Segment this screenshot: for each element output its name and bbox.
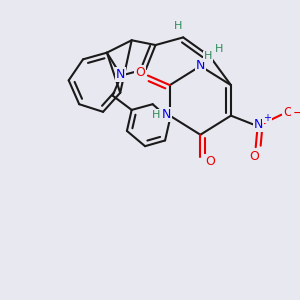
Text: H: H (174, 21, 183, 31)
Text: H: H (215, 44, 224, 54)
Text: N: N (116, 68, 125, 81)
Text: +: + (263, 112, 271, 123)
Text: N: N (161, 108, 171, 121)
Text: H: H (152, 110, 161, 120)
Text: N: N (196, 58, 205, 72)
Text: O: O (205, 155, 215, 168)
Text: −: − (292, 107, 300, 120)
Text: H: H (204, 52, 212, 61)
Text: O: O (135, 66, 145, 79)
Text: O: O (249, 150, 259, 163)
Text: N: N (254, 118, 263, 131)
Text: O: O (283, 106, 293, 119)
